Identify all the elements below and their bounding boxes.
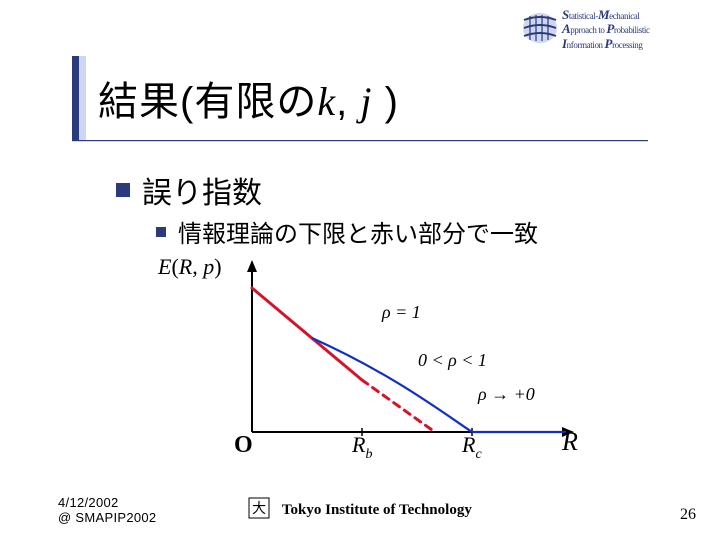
smapip-logo: Statistical-Mechanical Approach to Proba…: [522, 8, 702, 50]
svg-text:O: O: [234, 432, 253, 458]
error-exponent-chart: E(R, p) O Rb Rc Rρ = 1 0 < ρ < 1 ρ → +0: [142, 252, 582, 462]
bullet1-text: 誤り指数: [142, 168, 262, 212]
slide-title: 結果(有限のk, j ): [72, 56, 399, 140]
page-number: 26: [680, 506, 696, 524]
svg-text:大: 大: [252, 501, 266, 517]
svg-text:ρ → +0: ρ → +0: [477, 384, 535, 404]
svg-text:0 < ρ < 1: 0 < ρ < 1: [418, 350, 487, 370]
bullet-square-icon: [116, 183, 130, 197]
logo-mark-icon: [522, 12, 558, 44]
title-underline: [72, 140, 648, 142]
svg-text:E(R, p): E(R, p): [157, 254, 222, 279]
svg-text:Rc: Rc: [461, 432, 482, 462]
slide: Statistical-Mechanical Approach to Proba…: [0, 0, 720, 540]
svg-text:ρ = 1: ρ = 1: [381, 302, 421, 322]
bullet2-text: 情報理論の下限と赤い部分で一致: [178, 214, 538, 249]
title-accent-bar: [72, 56, 86, 140]
svg-text:Rb: Rb: [351, 432, 372, 462]
bullet-level1: 誤り指数: [116, 168, 262, 212]
footer-institution: 大 Tokyo Institute of Technology: [0, 497, 720, 524]
title-text: 結果(有限のk, j ): [98, 69, 399, 127]
institution-logo-icon: 大: [248, 497, 270, 524]
svg-text:R: R: [561, 427, 578, 456]
institution-text: Tokyo Institute of Technology: [282, 502, 472, 518]
logo-text: Statistical-Mechanical Approach to Proba…: [562, 8, 650, 51]
bullet-level2: 情報理論の下限と赤い部分で一致: [156, 214, 538, 249]
bullet-square-icon: [156, 227, 166, 237]
